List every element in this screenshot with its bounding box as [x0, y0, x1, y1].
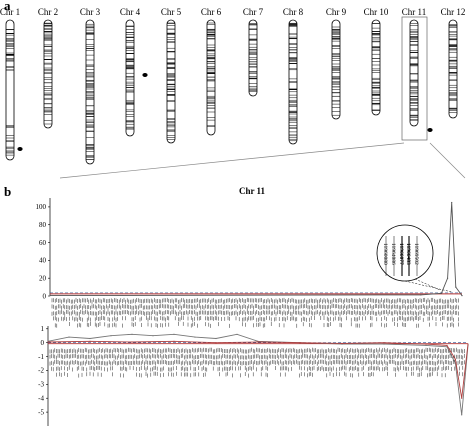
chromosome-body — [206, 19, 216, 136]
data-point — [455, 286, 457, 288]
data-point — [131, 341, 133, 343]
chromosome-9: Chr 9 — [326, 7, 347, 120]
zoom-line-right — [429, 142, 466, 179]
data-point — [152, 335, 154, 337]
data-point — [461, 295, 463, 297]
series-line-1 — [47, 333, 469, 415]
data-point — [173, 333, 175, 335]
chromosome-10: Chr 10 — [364, 7, 389, 116]
data-point — [131, 333, 133, 335]
data-point — [446, 344, 448, 346]
chromosome-3: Chr 3 — [80, 7, 101, 165]
y-tick-label: 60 — [39, 239, 47, 247]
zoom-circle: 11960080 11964086 11966077 11966483 11969502 — [376, 224, 453, 293]
zoom-marker-label: 11966483 — [405, 243, 411, 265]
chromosome-label: Chr 3 — [80, 7, 101, 17]
chromosome-label: Chr 5 — [161, 7, 182, 17]
selection-box — [401, 16, 428, 141]
data-point — [383, 343, 385, 345]
chromosome-11: Chr 11 — [401, 7, 433, 141]
zoom-marker-label: 11969502 — [413, 243, 419, 265]
y-tick-label: -2 — [38, 367, 44, 375]
data-point — [110, 335, 112, 337]
data-point — [89, 337, 91, 340]
chromosome-label: Chr 8 — [283, 7, 304, 17]
series-line-2 — [47, 340, 469, 399]
lod-chart: 0 20 40 60 80 100 — [36, 198, 463, 328]
chromosome-body — [409, 19, 419, 127]
chromosome-4: Chr 4 — [120, 7, 148, 137]
chromosome-body — [125, 19, 135, 137]
chromosome-body — [43, 19, 53, 129]
data-point — [383, 342, 385, 344]
data-point — [451, 201, 453, 204]
chromosome-label: Chr 9 — [326, 7, 347, 17]
data-point — [461, 397, 463, 399]
data-point — [49, 295, 51, 297]
data-point — [299, 342, 301, 344]
data-point — [425, 344, 427, 346]
data-point — [447, 277, 449, 279]
chromosome-7: Chr 7 — [243, 7, 264, 97]
qtl-dot — [427, 128, 433, 132]
y-tick-label: 40 — [39, 257, 47, 265]
y-tick-label: -4 — [38, 395, 44, 403]
y-tick-label: -5 — [38, 408, 44, 416]
chromosome-5: Chr 5 — [161, 7, 182, 144]
data-point — [194, 336, 196, 338]
y-tick-label: 1 — [41, 325, 45, 333]
zoom-pointer-2 — [404, 280, 453, 293]
chromosome-label: Chr 1 — [0, 7, 20, 17]
y-tick-label: -3 — [38, 381, 44, 389]
y-tick-label: 0 — [43, 292, 47, 300]
y-tick-label: 20 — [39, 274, 47, 282]
chromosome-8: Chr 8 — [283, 7, 304, 145]
chromosome-label: Chr 4 — [120, 7, 141, 17]
chromosome-label: Chr 7 — [243, 7, 264, 17]
chromosome-body — [448, 19, 458, 119]
data-point — [461, 414, 463, 416]
zoom-line-left — [59, 142, 405, 179]
chromosome-12: Chr 12 — [441, 7, 466, 119]
chromosome-body — [166, 19, 176, 144]
data-point — [257, 341, 259, 343]
data-point — [420, 294, 422, 296]
y-tick-label: 100 — [36, 203, 47, 211]
data-point — [68, 336, 70, 338]
qtl-dot — [17, 147, 23, 151]
data-point — [440, 292, 442, 294]
qtl-dot — [142, 73, 148, 77]
chromosome-body — [288, 19, 298, 145]
data-point — [425, 343, 427, 345]
chromosome-label: Chr 12 — [441, 7, 466, 17]
data-point — [215, 337, 217, 340]
chromosome-2: Chr 2 — [38, 7, 58, 129]
y-tick-label: 0 — [41, 339, 45, 347]
chromosome-6: Chr 6 — [201, 7, 222, 136]
zoom-marker-label: 11964086 — [390, 243, 396, 265]
chromosome-label: Chr 6 — [201, 7, 222, 17]
panel-a-label: a — [4, 0, 11, 13]
data-point — [454, 358, 456, 360]
chromosome-label: Chr 2 — [38, 7, 58, 17]
data-point — [236, 333, 238, 335]
data-point — [89, 340, 91, 342]
panel-b-label: b — [4, 184, 11, 199]
data-point — [47, 341, 49, 343]
zoom-marker-label: 11960080 — [382, 243, 388, 265]
zoom-marker-label: 11966077 — [398, 243, 404, 265]
data-point — [173, 340, 175, 342]
chromosome-ideograms: Chr 1 Chr 2 Chr 3 Chr 4 Chr 5 Chr 6 Chr 7 Chr 8… — [0, 7, 466, 165]
effect-chart: 1 0 -1 -2 -3 -4 -5 — [38, 325, 469, 426]
chromosome-label: Chr 11 — [402, 7, 426, 17]
chromosome-1: Chr 1 — [0, 7, 23, 161]
data-point — [215, 342, 217, 344]
y-tick-label: 80 — [39, 221, 47, 229]
y-tick-label: -1 — [38, 353, 44, 361]
data-point — [467, 343, 469, 345]
chart-title: Chr 11 — [239, 186, 266, 196]
data-point — [341, 342, 343, 344]
chromosome-label: Chr 10 — [364, 7, 389, 17]
